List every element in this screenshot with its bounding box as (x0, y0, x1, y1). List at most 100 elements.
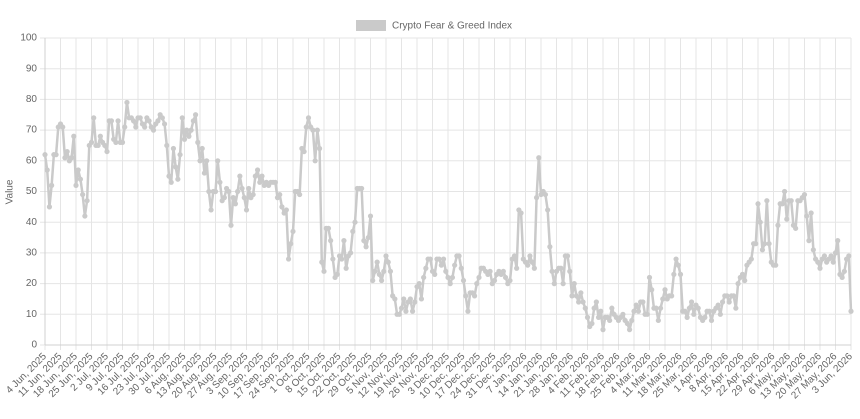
data-point (177, 152, 183, 158)
data-point (199, 145, 205, 152)
data-point (518, 210, 524, 216)
data-point (328, 238, 334, 244)
data-point (476, 274, 482, 281)
data-point (449, 274, 456, 281)
data-point (463, 293, 469, 299)
data-point (215, 158, 221, 164)
data-point (350, 228, 356, 235)
data-point (662, 287, 668, 293)
y-tick-label: 0 (31, 340, 37, 351)
data-point (735, 281, 741, 287)
data-point (673, 256, 679, 262)
legend: Crypto Fear & Greed Index (356, 20, 512, 32)
data-point (374, 259, 380, 265)
data-point (195, 139, 201, 145)
data-point (314, 127, 320, 133)
data-point (487, 268, 493, 274)
data-point (416, 281, 422, 287)
data-point (757, 219, 763, 225)
data-point (186, 133, 192, 139)
data-point (237, 173, 243, 179)
data-point (232, 201, 239, 207)
data-point (644, 311, 650, 317)
data-point (252, 173, 258, 179)
data-point (440, 256, 447, 262)
data-point (285, 256, 292, 262)
data-point (832, 250, 839, 256)
data-point (423, 265, 429, 271)
data-point (347, 250, 354, 256)
data-point (137, 115, 143, 121)
data-point (303, 124, 309, 130)
y-tick-label: 90 (26, 63, 38, 74)
data-point (438, 262, 444, 268)
data-point (401, 296, 407, 302)
data-point (383, 253, 389, 259)
data-point (387, 268, 394, 274)
data-point (250, 191, 256, 198)
data-point (733, 305, 739, 311)
data-point (591, 305, 597, 311)
data-point (808, 210, 814, 216)
data-point (609, 305, 615, 311)
data-point (631, 308, 637, 314)
data-point (155, 118, 161, 124)
data-point (675, 262, 681, 268)
data-point (695, 305, 701, 311)
data-point (839, 274, 845, 281)
data-point (297, 191, 303, 198)
data-point (221, 195, 227, 201)
data-point (533, 195, 540, 201)
y-tick-label: 40 (26, 217, 38, 228)
data-point (130, 118, 137, 124)
data-point (339, 256, 345, 262)
data-point (443, 268, 449, 274)
data-point (660, 296, 666, 302)
data-point (421, 274, 427, 281)
data-point (301, 148, 307, 155)
data-point (762, 241, 768, 247)
data-point (212, 188, 219, 195)
data-point (547, 244, 553, 250)
data-point (119, 139, 126, 145)
data-point (161, 121, 168, 127)
data-point (259, 173, 265, 179)
data-point (64, 148, 70, 155)
data-point (624, 320, 630, 327)
data-point (60, 124, 66, 130)
data-point (108, 118, 115, 124)
data-point (254, 167, 261, 173)
data-point (773, 262, 779, 268)
data-point (82, 213, 88, 219)
data-point (801, 191, 808, 198)
data-point (525, 262, 531, 268)
data-point (170, 145, 177, 152)
data-point (607, 317, 613, 324)
data-point (717, 311, 723, 317)
data-point (124, 99, 130, 106)
data-point (657, 305, 664, 311)
data-point (514, 265, 520, 271)
data-point (742, 277, 748, 284)
data-point (319, 259, 325, 265)
data-point (230, 195, 236, 201)
data-point (529, 259, 535, 265)
data-point (62, 155, 68, 161)
data-point (166, 173, 172, 179)
data-point (321, 268, 327, 274)
data-point (726, 299, 732, 305)
data-point (684, 314, 690, 320)
data-point (398, 305, 405, 311)
data-point (633, 302, 639, 308)
data-point (793, 225, 799, 231)
data-point (312, 158, 318, 164)
data-point (445, 274, 451, 281)
data-point (584, 314, 591, 320)
data-point (620, 311, 626, 317)
data-point (589, 320, 595, 327)
data-point (471, 293, 478, 299)
data-point (640, 299, 646, 305)
y-tick-label: 10 (26, 309, 38, 320)
data-point (217, 179, 223, 185)
